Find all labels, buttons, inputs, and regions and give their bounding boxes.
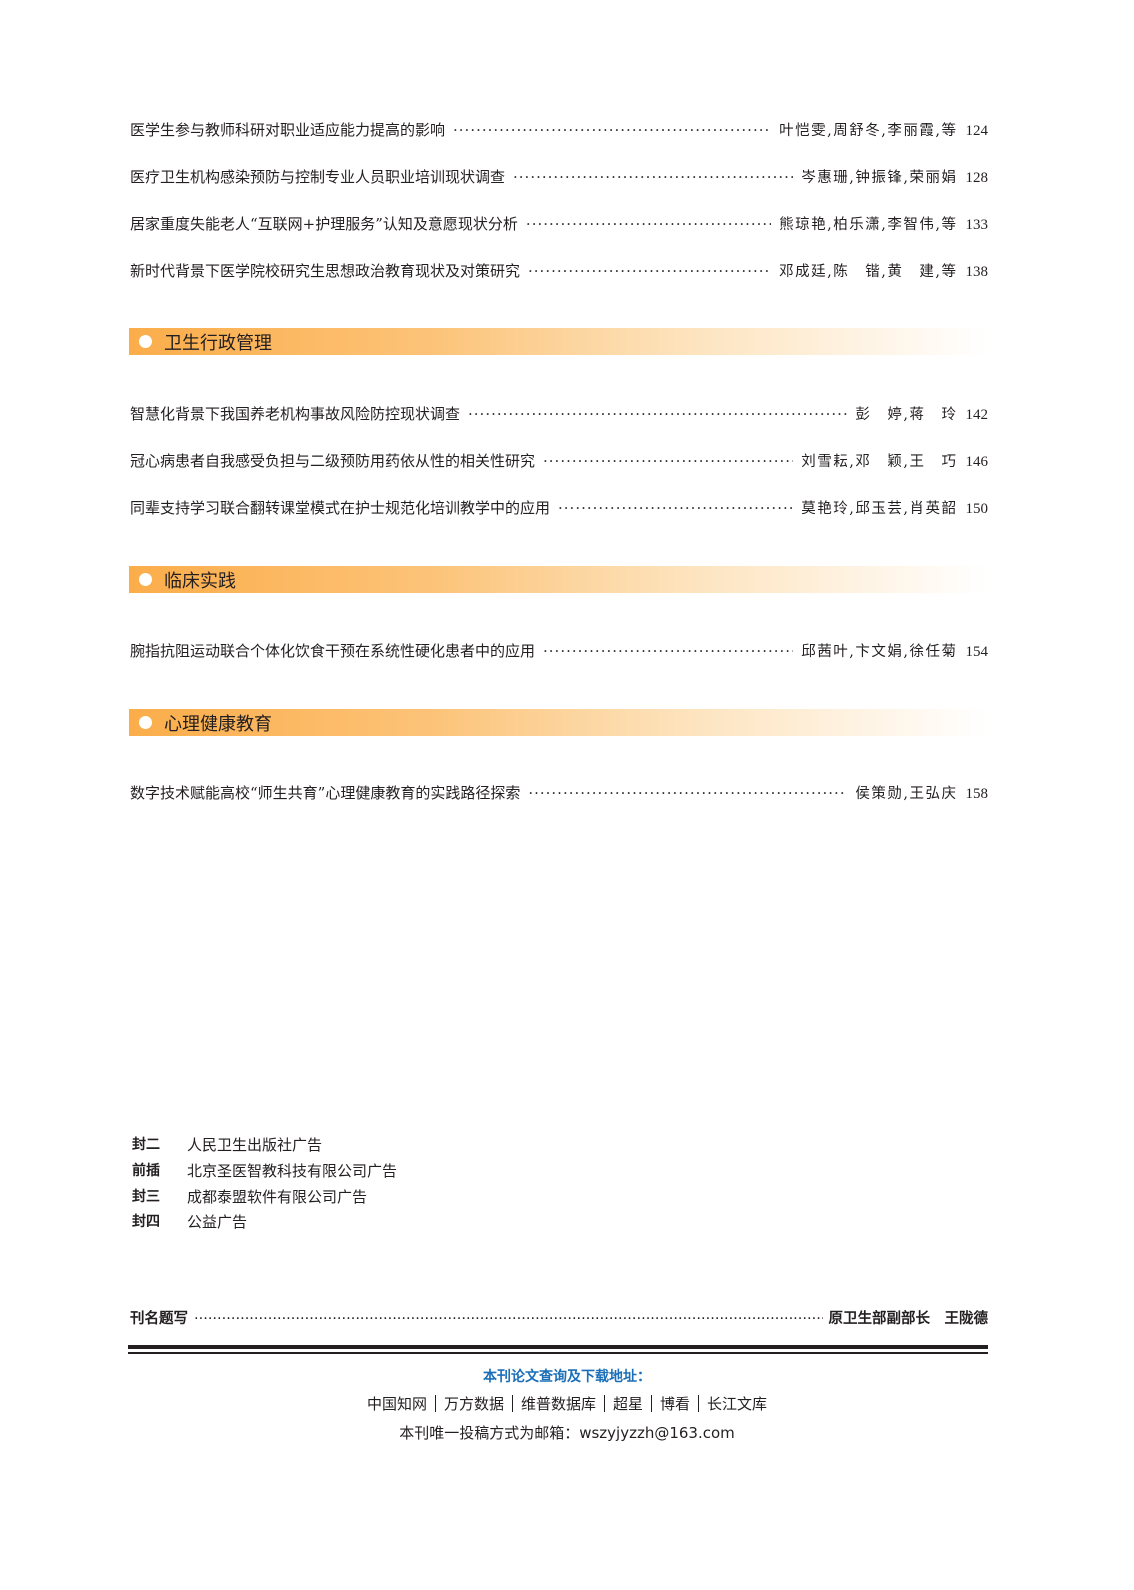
dot-leader bbox=[453, 120, 771, 140]
article-authors: 熊琼艳,柏乐潇,李智伟,等 bbox=[779, 217, 958, 233]
article-title: 新时代背景下医学院校研究生思想政治教育现状及对策研究 bbox=[130, 262, 521, 280]
database-name: 中国知网 bbox=[366, 1395, 427, 1413]
page-number: 158 bbox=[965, 786, 989, 802]
article-authors: 叶恺雯,周舒冬,李丽霞,等 bbox=[779, 123, 958, 139]
dot-leader bbox=[528, 783, 847, 803]
separator bbox=[511, 1395, 513, 1412]
page-number: 128 bbox=[965, 170, 989, 186]
separator bbox=[651, 1395, 653, 1412]
dot-leader bbox=[543, 451, 793, 471]
ad-item: 封三 成都泰盟软件有限公司广告 bbox=[132, 1188, 368, 1206]
article-authors: 刘雪耘,邓 颖,王 巧 bbox=[801, 454, 958, 470]
article-authors: 莫艳玲,邱玉芸,肖英韶 bbox=[801, 501, 958, 517]
article-title: 腕指抗阻运动联合个体化饮食干预在系统性硬化患者中的应用 bbox=[130, 642, 536, 660]
database-name: 万方数据 bbox=[443, 1395, 504, 1413]
section-header: 心理健康教育 bbox=[129, 709, 987, 736]
dot-leader bbox=[468, 404, 847, 424]
footer-heading: 本刊论文查询及下载地址： bbox=[483, 1369, 651, 1385]
toc-entry[interactable]: 智慧化背景下我国养老机构事故风险防控现状调查 彭 婷,蒋 玲 142 bbox=[130, 404, 988, 425]
article-title: 冠心病患者自我感受负担与二级预防用药依从性的相关性研究 bbox=[130, 452, 536, 470]
article-title: 智慧化背景下我国养老机构事故风险防控现状调查 bbox=[130, 405, 461, 423]
toc-entry[interactable]: 医疗卫生机构感染预防与控制专业人员职业培训现状调查 岑惠珊,钟振锋,荣丽娟 128 bbox=[130, 167, 988, 188]
toc-entry[interactable]: 腕指抗阻运动联合个体化饮食干预在系统性硬化患者中的应用 邱茜叶,卞文娟,徐任菊 15… bbox=[130, 641, 988, 662]
database-list: 中国知网 万方数据 维普数据库 超星 博看 长江文库 bbox=[0, 1393, 1134, 1414]
page-number: 142 bbox=[965, 407, 989, 423]
toc-entry[interactable]: 数字技术赋能高校“师生共育”心理健康教育的实践路径探索 侯策勋,王弘庆 158 bbox=[130, 783, 988, 804]
bullet-icon bbox=[139, 335, 152, 348]
page-number: 133 bbox=[965, 217, 989, 233]
database-name: 维普数据库 bbox=[520, 1395, 596, 1413]
dot-leader bbox=[528, 261, 771, 281]
credit-value: 原卫生部副部长 王陇德 bbox=[828, 1311, 989, 1327]
page-number: 146 bbox=[965, 454, 989, 470]
dot-leader bbox=[194, 1311, 823, 1327]
separator bbox=[434, 1395, 436, 1412]
section-header: 卫生行政管理 bbox=[129, 328, 987, 355]
submission-email: 本刊唯一投稿方式为邮箱：wszyjyzzh@163.com bbox=[399, 1424, 735, 1442]
article-title: 医疗卫生机构感染预防与控制专业人员职业培训现状调查 bbox=[130, 168, 506, 186]
section-title: 心理健康教育 bbox=[164, 713, 272, 735]
toc-entry[interactable]: 冠心病患者自我感受负担与二级预防用药依从性的相关性研究 刘雪耘,邓 颖,王 巧 14… bbox=[130, 451, 988, 472]
page-number: 124 bbox=[965, 123, 989, 139]
toc-entry[interactable]: 新时代背景下医学院校研究生思想政治教育现状及对策研究 邓成廷,陈 锴,黄 建,等 1… bbox=[130, 261, 988, 282]
database-name: 长江文库 bbox=[707, 1395, 768, 1413]
database-name: 博看 bbox=[660, 1395, 691, 1413]
toc-entry[interactable]: 同辈支持学习联合翻转课堂模式在护士规范化培训教学中的应用 莫艳玲,邱玉芸,肖英韶 1… bbox=[130, 498, 988, 519]
article-authors: 邓成廷,陈 锴,黄 建,等 bbox=[779, 264, 958, 280]
dot-leader bbox=[543, 641, 793, 661]
database-name: 超星 bbox=[613, 1395, 644, 1413]
article-title: 数字技术赋能高校“师生共育”心理健康教育的实践路径探索 bbox=[130, 784, 521, 802]
article-title: 医学生参与教师科研对职业适应能力提高的影响 bbox=[130, 121, 446, 139]
section-title: 卫生行政管理 bbox=[164, 332, 272, 354]
article-authors: 侯策勋,王弘庆 bbox=[855, 786, 958, 802]
article-title: 居家重度失能老人“互联网+护理服务”认知及意愿现状分析 bbox=[130, 215, 518, 233]
section-title: 临床实践 bbox=[164, 570, 236, 592]
dot-leader bbox=[558, 498, 793, 518]
ad-item: 封二 人民卫生出版社广告 bbox=[132, 1136, 323, 1154]
divider bbox=[128, 1345, 988, 1349]
article-authors: 彭 婷,蒋 玲 bbox=[855, 407, 958, 423]
credit-label: 刊名题写 bbox=[130, 1311, 188, 1327]
dot-leader bbox=[513, 167, 793, 187]
article-authors: 邱茜叶,卞文娟,徐任菊 bbox=[801, 644, 958, 660]
article-authors: 岑惠珊,钟振锋,荣丽娟 bbox=[801, 170, 958, 186]
bullet-icon bbox=[139, 573, 152, 586]
divider bbox=[128, 1352, 988, 1354]
title-calligraphy-credit: 刊名题写 原卫生部副部长 王陇德 bbox=[130, 1307, 988, 1328]
page-number: 138 bbox=[965, 264, 989, 280]
toc-entry[interactable]: 医学生参与教师科研对职业适应能力提高的影响 叶恺雯,周舒冬,李丽霞,等 124 bbox=[130, 120, 988, 141]
page-number: 154 bbox=[965, 644, 989, 660]
bullet-icon bbox=[139, 716, 152, 729]
toc-entry[interactable]: 居家重度失能老人“互联网+护理服务”认知及意愿现状分析 熊琼艳,柏乐潇,李智伟,等… bbox=[130, 214, 988, 235]
section-header: 临床实践 bbox=[129, 566, 987, 593]
article-title: 同辈支持学习联合翻转课堂模式在护士规范化培训教学中的应用 bbox=[130, 499, 551, 517]
dot-leader bbox=[526, 214, 771, 234]
page-number: 150 bbox=[965, 501, 989, 517]
ad-item: 封四 公益广告 bbox=[132, 1213, 248, 1231]
separator bbox=[698, 1395, 700, 1412]
separator bbox=[604, 1395, 605, 1412]
ad-item: 前插 北京圣医智教科技有限公司广告 bbox=[132, 1162, 398, 1180]
